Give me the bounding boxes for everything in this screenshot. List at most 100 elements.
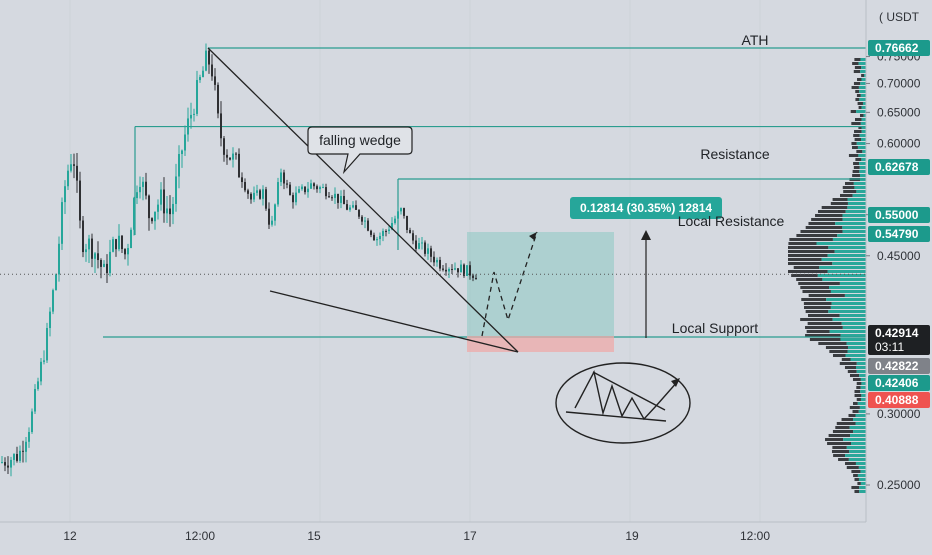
stop-zone[interactable] <box>467 336 614 352</box>
volume-bar-up <box>842 214 866 217</box>
volume-bar-down <box>801 298 827 301</box>
candle-body <box>292 195 294 203</box>
volume-bar-up <box>850 434 866 437</box>
x-tick-label: 17 <box>463 529 477 543</box>
candle-body <box>13 453 15 460</box>
volume-bar-down <box>854 394 862 397</box>
volume-bar-up <box>860 94 866 97</box>
candle-body <box>232 153 234 160</box>
volume-bar-down <box>847 370 857 373</box>
wedge-lower-line[interactable] <box>269 290 519 353</box>
y-tick-label: 0.25000 <box>877 478 921 492</box>
volume-bar-up <box>856 142 866 145</box>
volume-bar-up <box>851 442 866 445</box>
candle-body <box>469 265 471 276</box>
candle-body <box>301 186 303 190</box>
volume-bar-down <box>853 166 860 169</box>
volume-bar-up <box>864 74 866 77</box>
candle-body <box>277 182 279 205</box>
candles <box>1 43 477 477</box>
candle-body <box>397 211 399 219</box>
candle-body <box>223 138 225 155</box>
volume-bar-up <box>845 210 866 213</box>
candle-body <box>136 192 138 199</box>
candle-body <box>37 381 39 390</box>
price-tag-level <box>868 226 930 242</box>
volume-bar-down <box>852 174 860 177</box>
volume-bar-up <box>827 254 866 257</box>
volume-bar-down <box>788 254 828 257</box>
volume-bar-up <box>861 66 866 69</box>
candle-body <box>340 195 342 203</box>
candle-body <box>253 192 255 200</box>
level-label-local-support: Local Support <box>672 320 759 336</box>
volume-bar-up <box>854 186 866 189</box>
candle-body <box>358 209 360 217</box>
volume-bar-up <box>840 338 866 341</box>
candle-body <box>133 198 135 230</box>
volume-bar-up <box>847 346 866 349</box>
candle-body <box>49 311 51 329</box>
x-tick-label: 12:00 <box>185 529 215 543</box>
candle-body <box>451 268 453 270</box>
volume-bar-up <box>860 82 866 85</box>
volume-bar-down <box>805 326 843 329</box>
candle-body <box>25 441 27 452</box>
volume-bar-down <box>845 182 854 185</box>
candle-body <box>22 450 24 452</box>
volume-bar-up <box>826 298 866 301</box>
wedge-upper-line[interactable] <box>207 47 519 353</box>
candle-body <box>55 274 57 291</box>
candle-body <box>31 411 33 432</box>
volume-bar-up <box>855 422 866 425</box>
price-tag-label: 0.76662 <box>875 41 919 55</box>
x-tick-label: 15 <box>307 529 321 543</box>
y-tick-label: 0.45000 <box>877 249 921 263</box>
candle-body <box>463 264 465 276</box>
candle-body <box>283 172 285 184</box>
volume-bar-up <box>858 154 866 157</box>
candle-body <box>310 183 312 189</box>
candle-body <box>163 189 165 214</box>
time-axis[interactable]: 12 12:00 15 17 19 12:00 <box>0 521 932 550</box>
pattern-callout[interactable] <box>307 126 413 175</box>
volume-bar-down <box>839 362 857 365</box>
candle-body <box>391 223 393 230</box>
volume-bar-down <box>853 474 858 477</box>
volume-bar-down <box>791 274 818 277</box>
volume-bar-up <box>841 322 866 325</box>
volume-bar-up <box>832 262 866 265</box>
candle-body <box>193 113 195 115</box>
volume-profile <box>788 58 866 493</box>
candle-body <box>61 202 63 244</box>
volume-bar-up <box>860 122 866 125</box>
target-zone[interactable] <box>467 232 614 336</box>
volume-bar-up <box>859 490 866 493</box>
volume-bar-up <box>860 378 866 381</box>
candle-body <box>430 248 432 257</box>
volume-bar-up <box>857 146 866 149</box>
candle-body <box>259 190 261 199</box>
volume-bar-up <box>859 162 866 165</box>
volume-bar-down <box>838 458 849 461</box>
volume-bar-down <box>857 102 863 105</box>
volume-bar-down <box>853 162 860 165</box>
volume-bar-down <box>833 454 846 457</box>
volume-bar-up <box>858 466 866 469</box>
candle-body <box>454 268 456 270</box>
candle-body <box>460 264 462 273</box>
candle-body <box>52 290 54 312</box>
candle-body <box>304 186 306 193</box>
volume-bar-down <box>854 130 862 133</box>
candle-body <box>43 360 45 362</box>
candle-body <box>268 208 270 225</box>
volume-bar-up <box>832 238 866 241</box>
candle-body <box>274 204 276 221</box>
candle-body <box>415 240 417 249</box>
candle-body <box>67 170 69 187</box>
volume-bar-down <box>809 338 841 341</box>
candle-body <box>10 459 12 468</box>
volume-bar-up <box>858 410 866 413</box>
